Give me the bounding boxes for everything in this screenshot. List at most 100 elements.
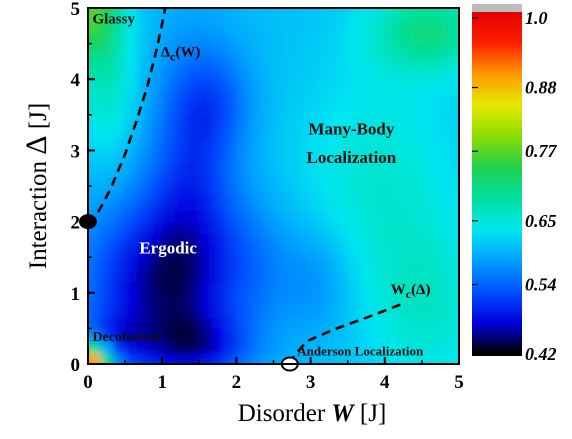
heatmap-cell [285, 257, 300, 271]
heatmap-cell [285, 292, 300, 306]
heatmap-cell [174, 43, 189, 57]
heatmap-cell [347, 304, 362, 318]
y-tick-label: 4 [71, 70, 81, 91]
heatmap-cell [459, 257, 473, 270]
heatmap-cell [459, 20, 473, 33]
heatmap-cell [322, 197, 337, 211]
heatmap-cell [434, 269, 448, 283]
heatmap-cell [88, 91, 102, 105]
heatmap-cell [409, 114, 424, 128]
heatmap-cell [224, 269, 238, 283]
heatmap-cell [199, 292, 213, 306]
heatmap-cell [372, 126, 386, 140]
heatmap-cell [322, 257, 337, 271]
heatmap-cell [137, 221, 152, 235]
heatmap-cell [273, 114, 288, 128]
heatmap-cell [125, 174, 139, 188]
x-tick-label: 1 [157, 372, 167, 393]
heatmap-cell [372, 221, 386, 235]
heatmap-cell [285, 245, 300, 259]
heatmap-cell [459, 245, 473, 258]
heatmap-cell [360, 126, 374, 140]
heatmap-cell [125, 8, 139, 22]
heatmap-cell [421, 292, 436, 306]
heatmap-cell [285, 221, 300, 235]
heatmap-cell [125, 91, 139, 105]
heatmap-cell [446, 67, 459, 81]
heatmap-cell [421, 67, 436, 81]
heatmap-cell [372, 328, 386, 342]
heatmap-cell [162, 209, 176, 223]
heatmap-cell [199, 126, 213, 140]
heatmap-cell [322, 114, 337, 128]
heatmap-cell [236, 221, 250, 235]
heatmap-cell [112, 280, 127, 294]
heatmap-cell [322, 126, 337, 140]
heatmap-cell [409, 43, 424, 57]
heatmap-cell [273, 233, 288, 247]
heatmap-cell [249, 364, 263, 377]
heatmap-cell [360, 67, 374, 81]
heatmap-cell [310, 280, 325, 294]
heatmap-cell [224, 174, 238, 188]
heatmap-cell [285, 31, 300, 45]
heatmap-cell [273, 162, 288, 176]
heatmap-cell [211, 67, 226, 81]
heatmap-cell [335, 8, 349, 22]
heatmap-cell [112, 304, 127, 318]
heatmap-cell [347, 186, 362, 200]
heatmap-cell [273, 340, 288, 354]
heatmap-cell [248, 197, 263, 211]
heatmap-cell [199, 233, 213, 247]
heatmap-cell [446, 126, 459, 140]
heatmap-cell [137, 292, 152, 306]
heatmap-cell [372, 8, 386, 22]
heatmap-cell [100, 126, 114, 140]
heatmap-cell [434, 8, 448, 22]
heatmap-cell [112, 43, 127, 57]
heatmap-cell [446, 280, 459, 294]
heatmap-cell [199, 245, 213, 259]
y-axis-label-prefix: Interaction [25, 155, 52, 270]
heatmap-cell [273, 43, 288, 57]
heatmap-cell [421, 304, 436, 318]
heatmap-blur-group [88, 8, 473, 377]
heatmap-cell [335, 19, 349, 33]
heatmap-cell [100, 197, 114, 211]
heatmap-cell [186, 221, 201, 235]
heatmap-cell [174, 197, 189, 211]
heatmap-cell [100, 304, 114, 318]
heatmap-cell [335, 174, 349, 188]
heatmap-cell [88, 55, 102, 69]
heatmap-cell [285, 79, 300, 93]
heatmap-cell [397, 91, 411, 105]
heatmap-cell [261, 79, 275, 93]
heatmap-cell [149, 150, 164, 164]
heatmap-cell [211, 186, 226, 200]
heatmap-cell [347, 102, 362, 116]
heatmap-cell [211, 43, 226, 57]
heatmap-cell [261, 55, 275, 69]
heatmap-cell [149, 126, 164, 140]
heatmap-cell [88, 352, 102, 364]
heatmap-cell [446, 257, 459, 271]
heatmap-cell [199, 19, 213, 33]
heatmap-cell [446, 292, 459, 306]
heatmap-cell [298, 352, 312, 364]
heatmap-cell [397, 280, 411, 294]
heatmap-cell [397, 55, 411, 69]
curve-label-w-c-arg: (Δ) [411, 282, 430, 298]
heatmap-cell [360, 19, 374, 33]
heatmap-cell [174, 340, 189, 354]
heatmap-cell [186, 197, 201, 211]
heatmap-cell [211, 126, 226, 140]
heatmap-cell [248, 114, 263, 128]
heatmap-cell [310, 162, 325, 176]
heatmap-cell [199, 43, 213, 57]
heatmap-cell [162, 340, 176, 354]
heatmap-cell [360, 257, 374, 271]
heatmap-cell [360, 197, 374, 211]
heatmap-cell [434, 19, 448, 33]
heatmap-cell [186, 352, 201, 364]
heatmap-cell [459, 281, 473, 294]
